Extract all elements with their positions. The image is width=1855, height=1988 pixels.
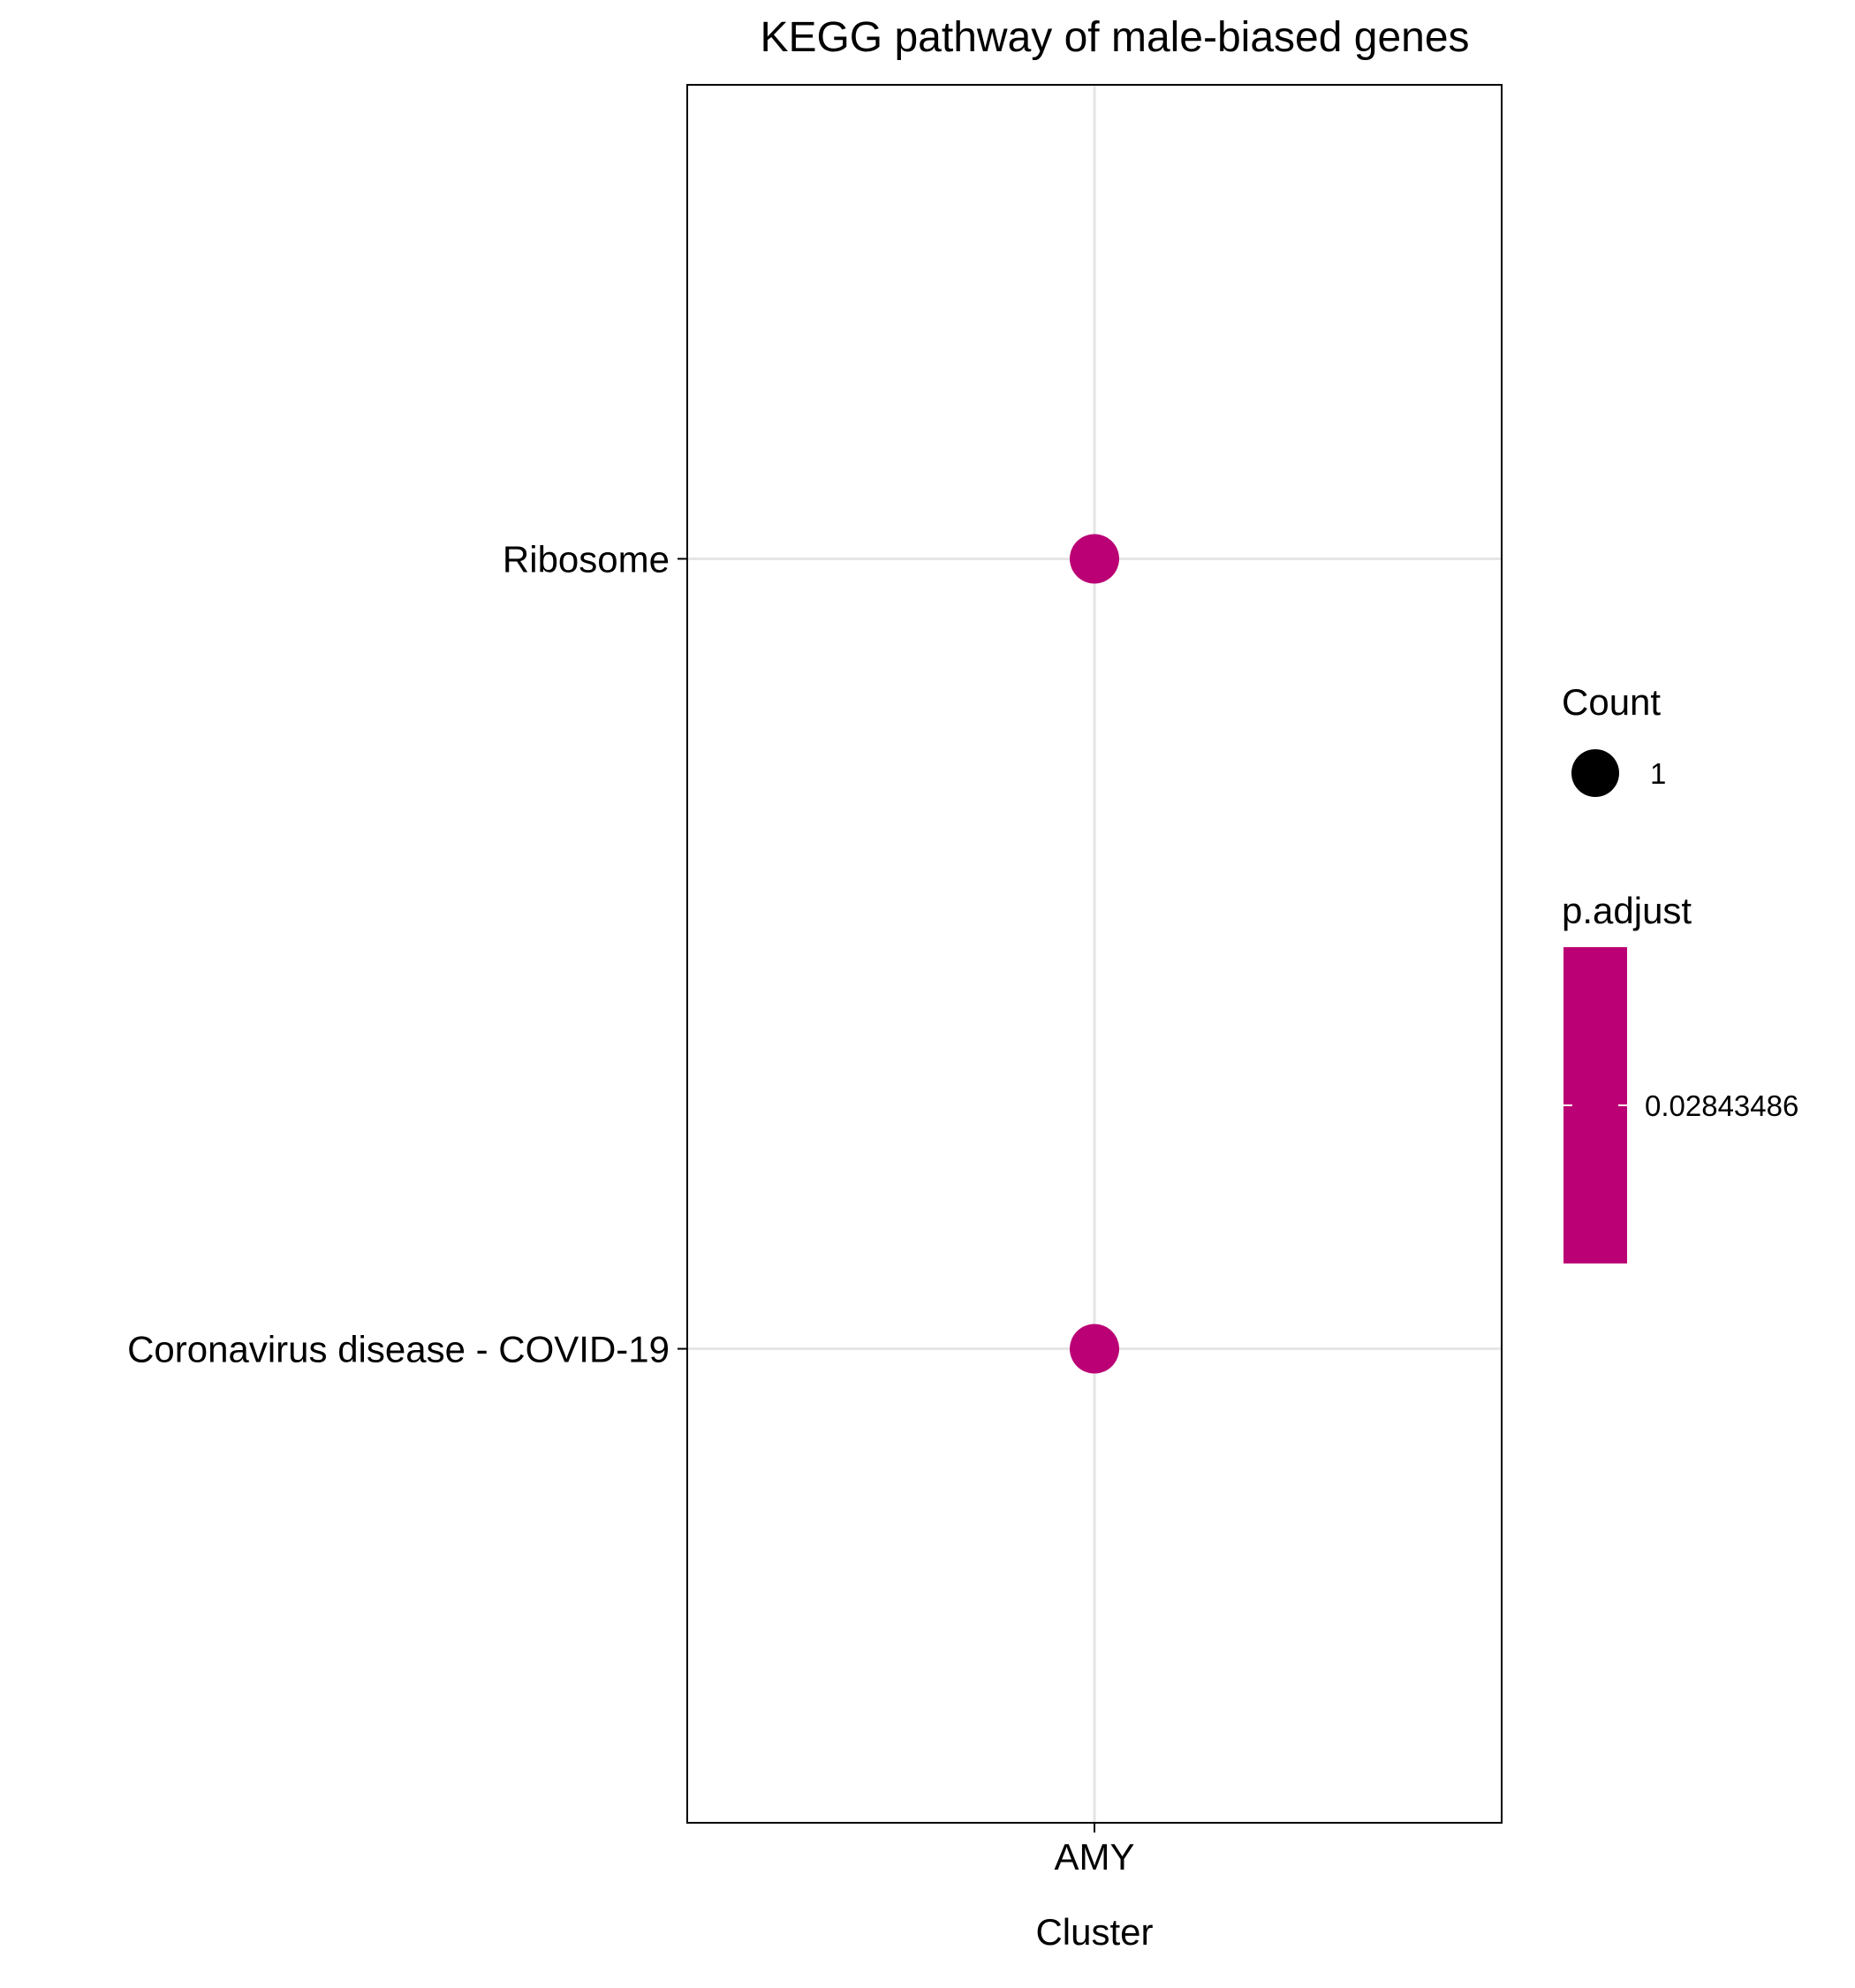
y-axis: Coronavirus disease - COVID-19 Ribosome — [127, 538, 687, 1370]
legend-padjust-title: p.adjust — [1562, 890, 1692, 931]
legend-size-label: 1 — [1650, 757, 1666, 790]
legend-size-entries: 1 — [1571, 749, 1666, 797]
data-point — [1070, 1324, 1119, 1374]
data-points — [1070, 534, 1119, 1374]
y-tick-label: Coronavirus disease - COVID-19 — [127, 1329, 670, 1370]
legend: Count 1 p.adjust 0.02843486 — [1562, 681, 1798, 1263]
x-tick-label: AMY — [1054, 1836, 1134, 1878]
colorbar-tick-label: 0.02843486 — [1645, 1089, 1798, 1122]
data-point — [1070, 534, 1119, 584]
grid-lines — [687, 85, 1502, 1823]
legend-size-dot — [1571, 749, 1619, 797]
y-tick-label: Ribosome — [503, 538, 670, 580]
chart-title: KEGG pathway of male-biased genes — [760, 14, 1469, 61]
legend-colorbar-ticks: 0.02843486 — [1564, 1089, 1798, 1122]
x-axis-label: Cluster — [1035, 1911, 1153, 1953]
legend-colorbar — [1564, 947, 1627, 1263]
x-axis: AMY — [1054, 1823, 1135, 1878]
legend-count-title: Count — [1562, 681, 1661, 723]
